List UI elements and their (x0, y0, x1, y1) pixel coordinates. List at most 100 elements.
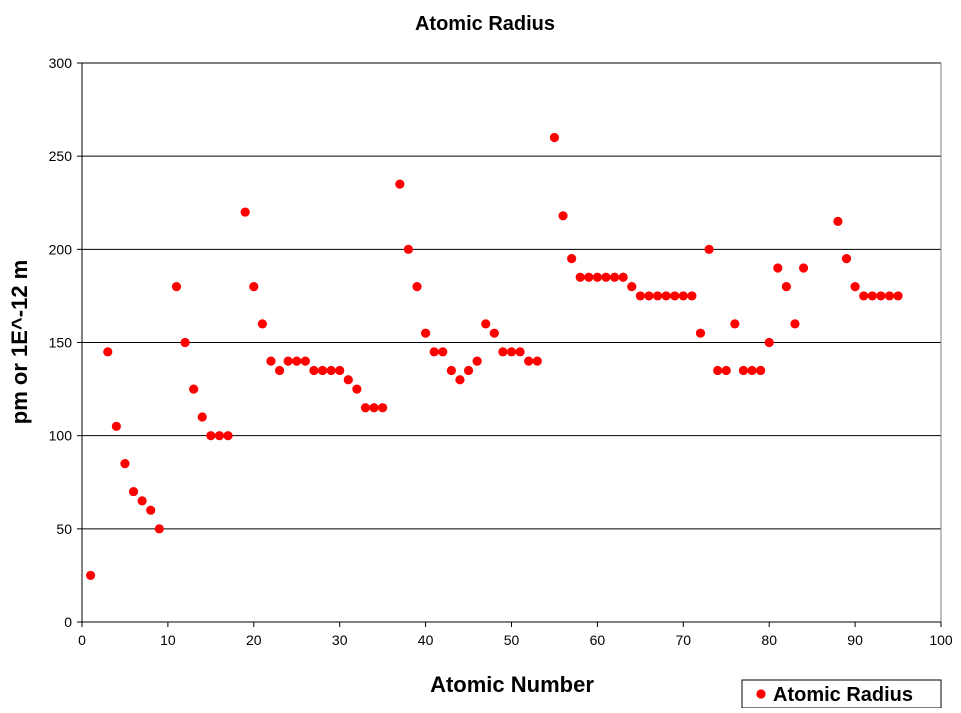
data-points (85, 132, 903, 581)
data-point-z28 (317, 365, 328, 376)
data-point-z43 (446, 365, 456, 376)
data-point-z21 (257, 319, 267, 329)
data-point-z35 (378, 403, 388, 413)
tick-marks (77, 62, 942, 627)
data-point-z31 (343, 375, 353, 385)
data-point-z72 (695, 328, 706, 338)
data-point-z63 (618, 272, 628, 282)
data-point-z19 (240, 207, 250, 217)
x-tick-label-60: 60 (590, 632, 606, 648)
data-point-z23 (274, 365, 285, 376)
data-point-z12 (180, 337, 190, 348)
data-point-z30 (335, 365, 345, 376)
data-point-z77 (738, 365, 749, 376)
data-point-z3 (103, 347, 113, 357)
data-point-z92 (867, 291, 877, 301)
data-point-z80 (764, 337, 774, 348)
data-point-z24 (283, 356, 293, 366)
data-point-z52 (524, 356, 534, 366)
data-point-z76 (730, 319, 740, 329)
data-point-z37 (395, 179, 405, 189)
data-point-z41 (429, 347, 439, 357)
data-point-z94 (884, 291, 895, 301)
data-point-z51 (515, 347, 525, 357)
data-point-z32 (352, 384, 362, 394)
data-point-z93 (876, 291, 886, 301)
data-point-z83 (790, 319, 800, 329)
x-axis-title: Atomic Number (430, 672, 594, 697)
data-point-z15 (206, 431, 216, 441)
legend: Atomic Radius (741, 679, 942, 709)
data-point-z33 (360, 403, 371, 413)
data-point-z67 (652, 291, 663, 301)
data-point-z90 (850, 282, 860, 292)
data-point-z8 (146, 505, 156, 515)
data-point-z64 (627, 282, 637, 292)
x-tick-label-0: 0 (78, 632, 86, 648)
data-point-z78 (747, 365, 757, 376)
data-point-z53 (532, 356, 542, 366)
data-point-z40 (421, 328, 431, 338)
data-point-z50 (506, 347, 517, 357)
legend-marker (756, 689, 766, 699)
x-tick-label-70: 70 (676, 632, 692, 648)
data-point-z29 (326, 365, 336, 376)
data-point-z81 (773, 263, 783, 273)
data-point-z6 (128, 486, 139, 497)
legend-box (741, 679, 942, 709)
y-tick-label-0: 0 (64, 614, 72, 630)
data-point-z13 (189, 384, 199, 394)
data-point-z11 (171, 282, 182, 292)
data-point-z48 (489, 328, 499, 338)
data-point-z25 (292, 356, 302, 366)
x-tick-label-100: 100 (929, 632, 953, 648)
y-tick-label-300: 300 (49, 55, 73, 71)
data-point-z47 (481, 319, 491, 329)
data-point-z84 (798, 263, 809, 273)
data-point-z66 (644, 291, 654, 301)
data-point-z82 (781, 282, 791, 292)
data-point-z39 (412, 282, 422, 292)
data-point-z89 (841, 254, 852, 264)
data-point-z42 (438, 347, 448, 357)
data-point-z61 (601, 272, 611, 282)
y-tick-label-100: 100 (49, 428, 73, 444)
x-tick-label-20: 20 (246, 632, 262, 648)
data-point-z65 (635, 291, 645, 301)
y-tick-label-250: 250 (49, 148, 73, 164)
data-point-z59 (584, 272, 594, 282)
data-point-z60 (592, 272, 603, 282)
data-point-z73 (704, 244, 714, 254)
data-point-z55 (549, 132, 560, 143)
data-point-z57 (567, 254, 577, 264)
data-point-z22 (266, 356, 276, 366)
data-point-z7 (137, 496, 147, 506)
data-point-z88 (833, 216, 843, 226)
data-point-z27 (309, 365, 319, 376)
data-point-z9 (154, 524, 164, 534)
data-point-z4 (111, 421, 121, 431)
y-tick-label-150: 150 (49, 335, 73, 351)
data-point-z68 (661, 291, 671, 301)
data-point-z46 (472, 356, 482, 366)
data-point-z17 (223, 431, 233, 441)
data-point-z1 (85, 570, 96, 581)
x-tick-label-40: 40 (418, 632, 434, 648)
data-point-z49 (498, 347, 508, 357)
data-point-z56 (558, 211, 568, 221)
data-point-z38 (403, 244, 414, 254)
data-point-z45 (463, 365, 474, 376)
data-point-z34 (369, 403, 379, 413)
data-point-z95 (893, 291, 903, 301)
x-tick-label-30: 30 (332, 632, 348, 648)
data-point-z91 (859, 291, 869, 301)
data-point-z70 (678, 291, 688, 301)
data-point-z14 (197, 412, 207, 422)
x-tick-label-90: 90 (847, 632, 863, 648)
y-tick-label-200: 200 (49, 241, 73, 257)
data-point-z69 (670, 291, 680, 301)
tick-labels: 0 50 100 150 200 250 300 0 10 20 30 40 50 60 70 80 90 100 (49, 55, 953, 648)
x-tick-label-80: 80 (761, 632, 777, 648)
